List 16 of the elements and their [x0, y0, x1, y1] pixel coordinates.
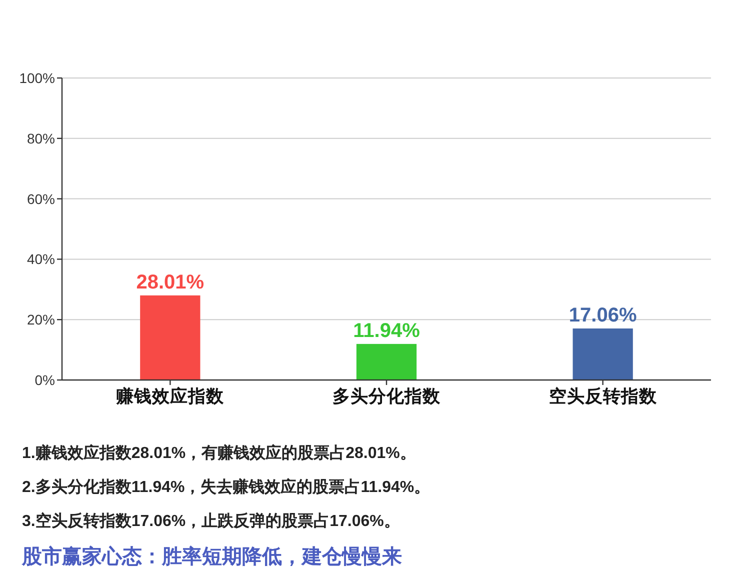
data-label: 11.94% — [353, 320, 420, 342]
y-tick-label: 100% — [19, 70, 55, 86]
data-label: 28.01% — [136, 271, 204, 294]
y-tick-label: 80% — [26, 130, 55, 146]
y-tick-label: 0% — [34, 372, 55, 388]
data-label: 17.06% — [568, 304, 637, 326]
text: 股市赢家心态：胜率短期降低，建仓慢慢来 — [21, 545, 402, 568]
text: 2.多头分化指数11.94%，失去赚钱效应的股票占11.94%。 — [22, 477, 430, 496]
x-tick-label: 赚钱效应指数 — [115, 386, 226, 406]
x-tick-label: 多头分化指数 — [332, 386, 442, 406]
text: 1.赚钱效应指数28.01%，有赚钱效应的股票占28.01%。 — [22, 443, 416, 462]
y-tick-label: 40% — [26, 251, 55, 268]
x-tick-label: 空头反转指数 — [548, 386, 658, 406]
y-tick-label: 20% — [26, 312, 55, 328]
y-tick-label: 60% — [26, 190, 55, 207]
text: 3.空头反转指数17.06%，止跌反弹的股票占17.06%。 — [22, 512, 400, 530]
